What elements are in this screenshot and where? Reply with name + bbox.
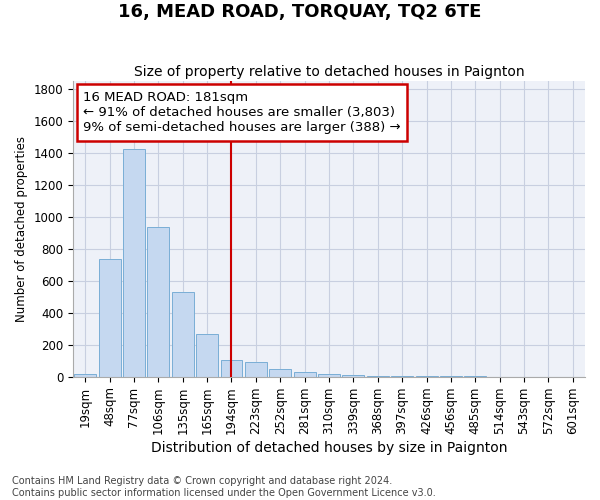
Bar [221, 360, 242, 376]
Bar [148, 227, 169, 376]
Bar [293, 372, 316, 376]
Title: Size of property relative to detached houses in Paignton: Size of property relative to detached ho… [134, 66, 524, 80]
Bar [74, 374, 96, 376]
Text: Contains HM Land Registry data © Crown copyright and database right 2024.
Contai: Contains HM Land Registry data © Crown c… [12, 476, 436, 498]
Text: 16, MEAD ROAD, TORQUAY, TQ2 6TE: 16, MEAD ROAD, TORQUAY, TQ2 6TE [118, 2, 482, 21]
Bar [245, 362, 267, 376]
Bar [196, 334, 218, 376]
X-axis label: Distribution of detached houses by size in Paignton: Distribution of detached houses by size … [151, 441, 507, 455]
Bar [318, 374, 340, 376]
Bar [123, 150, 145, 376]
Bar [269, 368, 291, 376]
Bar [98, 259, 121, 376]
Bar [172, 292, 194, 376]
Y-axis label: Number of detached properties: Number of detached properties [15, 136, 28, 322]
Text: 16 MEAD ROAD: 181sqm
← 91% of detached houses are smaller (3,803)
9% of semi-det: 16 MEAD ROAD: 181sqm ← 91% of detached h… [83, 91, 401, 134]
